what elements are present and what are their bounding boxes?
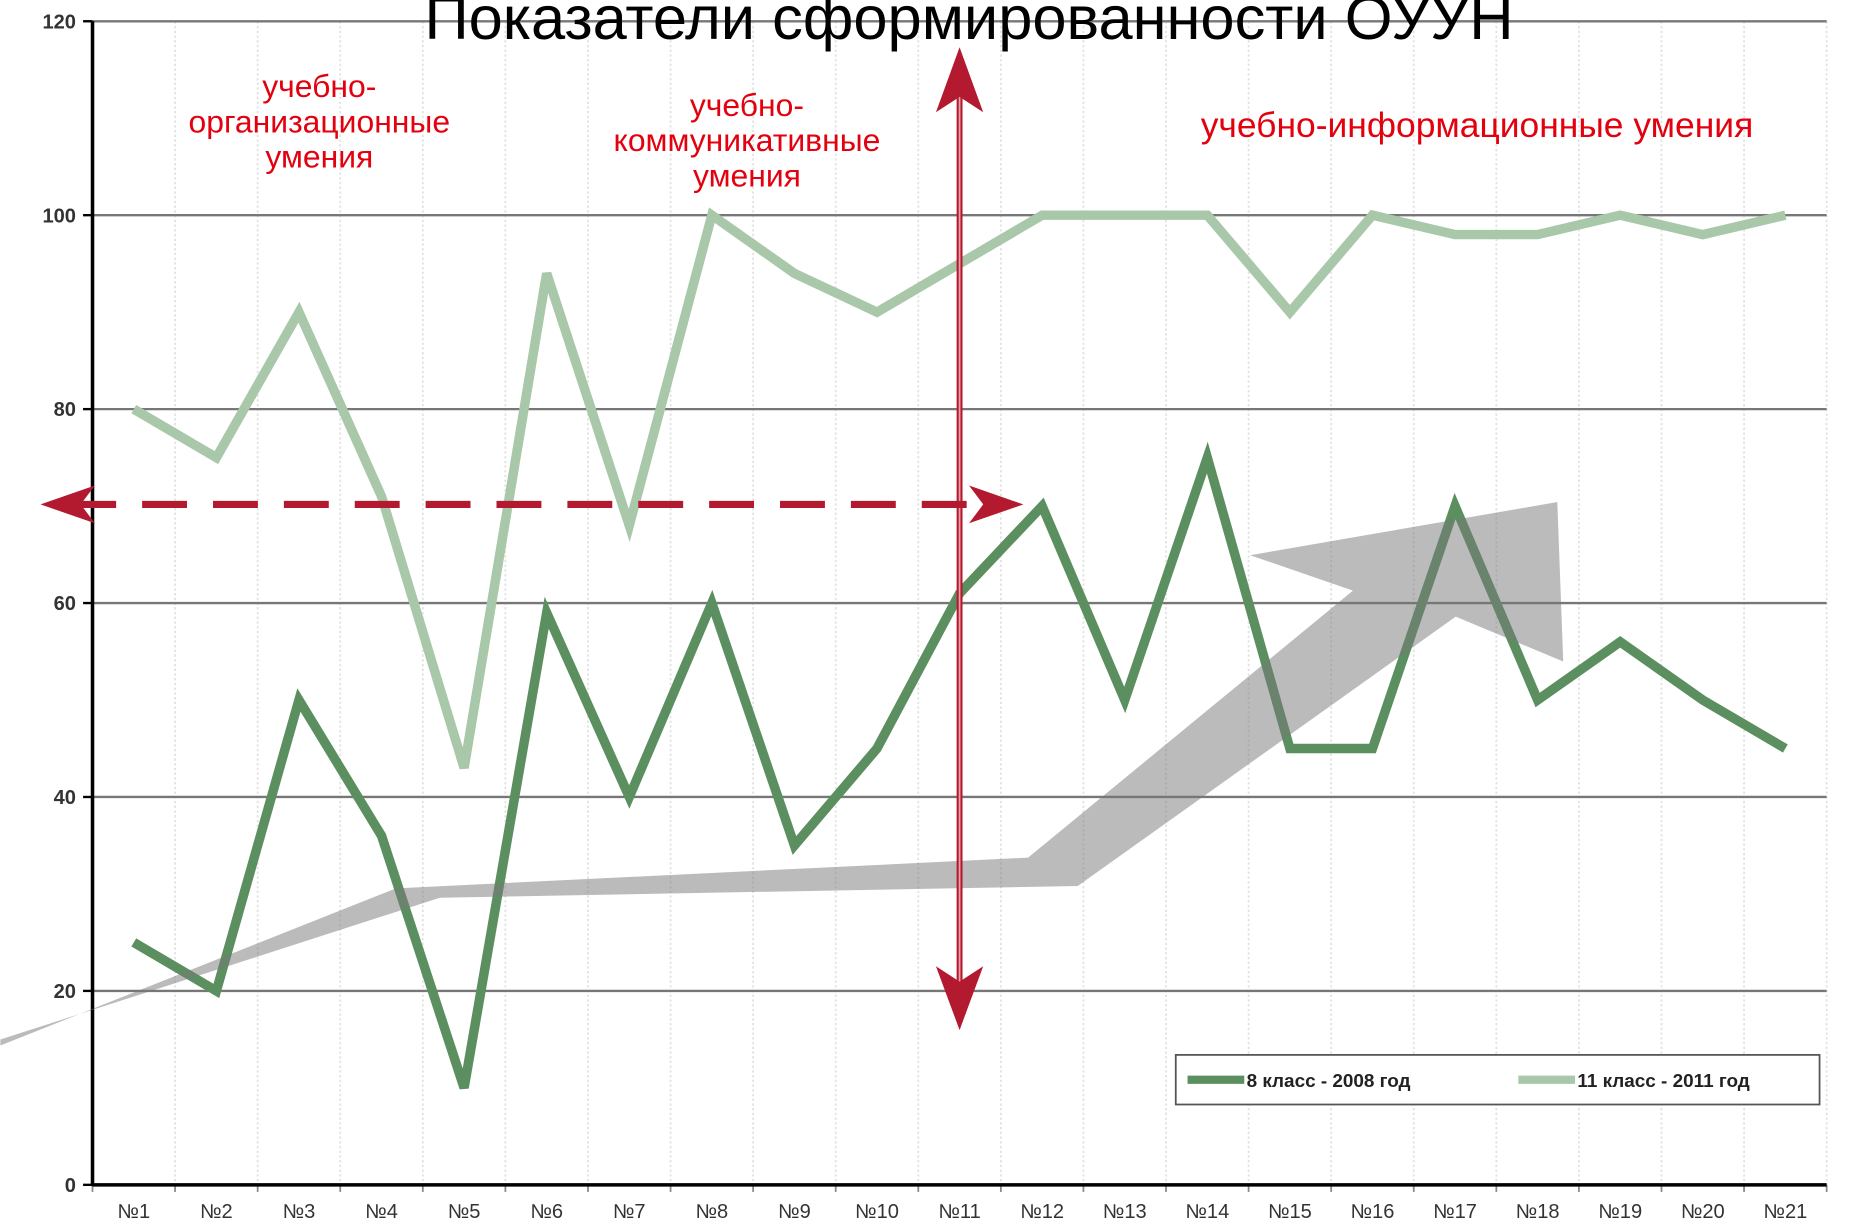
legend: 8 класс - 2008 год 11 класс - 2011 год: [1174, 1054, 1821, 1106]
x-tick-label: №15: [1268, 1201, 1312, 1223]
annotation: учебно-: [262, 68, 376, 104]
grid-layer: 0 20 40 60 80 100 120 №1 №2 №3 №4 №5 №6 №7 №8 №9 №10 №11 №…: [42, 11, 1828, 1223]
y-tick-label: 0: [65, 1175, 76, 1197]
y-tick-label: 60: [54, 593, 76, 615]
y-tick-label: 40: [54, 787, 76, 809]
x-tick-label: №20: [1681, 1201, 1725, 1223]
annotation: умения: [693, 158, 801, 194]
x-tick-label: №11: [938, 1201, 980, 1223]
y-tick-label: 80: [54, 399, 76, 421]
y-tick-label: 120: [42, 11, 76, 33]
x-tick-label: №14: [1185, 1201, 1229, 1223]
arrow-head: [935, 47, 984, 113]
trend-arrow: [0, 502, 1564, 1046]
x-tick-label: №13: [1103, 1201, 1147, 1223]
arrow-head: [969, 485, 1024, 524]
x-tick-label: №16: [1351, 1201, 1395, 1223]
x-tick-label: №19: [1598, 1201, 1642, 1223]
annotation: учебно-: [690, 87, 804, 123]
x-tick-label: №6: [530, 1201, 563, 1223]
x-tick-label: №4: [365, 1201, 398, 1223]
x-tick-label: №12: [1020, 1201, 1064, 1223]
x-tick-label: №3: [283, 1201, 316, 1223]
arrow-head: [935, 966, 984, 1031]
x-tick-label: №18: [1516, 1201, 1560, 1223]
chart-title: Показатели сформированности ОУУН: [425, 0, 1514, 53]
x-tick-label: №21: [1763, 1201, 1807, 1223]
x-tick-label: №8: [695, 1201, 728, 1223]
x-tick-label: №1: [117, 1201, 150, 1223]
arrow-head: [40, 485, 95, 524]
annotation: организационные: [189, 103, 451, 139]
x-tick-label: №2: [200, 1201, 233, 1223]
annotation: коммуникативные: [614, 122, 881, 158]
vertical-arrow: [935, 47, 984, 1031]
x-tick-label: №10: [855, 1201, 899, 1223]
legend-label: 8 класс - 2008 год: [1247, 1071, 1411, 1092]
x-tick-label: №7: [613, 1201, 646, 1223]
annotations: учебно-организационныеуменияучебно-комму…: [189, 68, 1754, 194]
horizontal-arrow: [40, 485, 1024, 524]
x-tick-label: №17: [1433, 1201, 1477, 1223]
x-tick-label: №9: [778, 1201, 811, 1223]
annotation: умения: [265, 139, 373, 175]
y-tick-label: 20: [54, 981, 76, 1003]
annotation: учебно-информационные умения: [1201, 105, 1754, 145]
legend-label: 11 класс - 2011 год: [1577, 1071, 1749, 1092]
legend-box: [1174, 1054, 1821, 1106]
y-tick-label: 100: [42, 205, 76, 227]
x-tick-label: №5: [448, 1201, 481, 1223]
